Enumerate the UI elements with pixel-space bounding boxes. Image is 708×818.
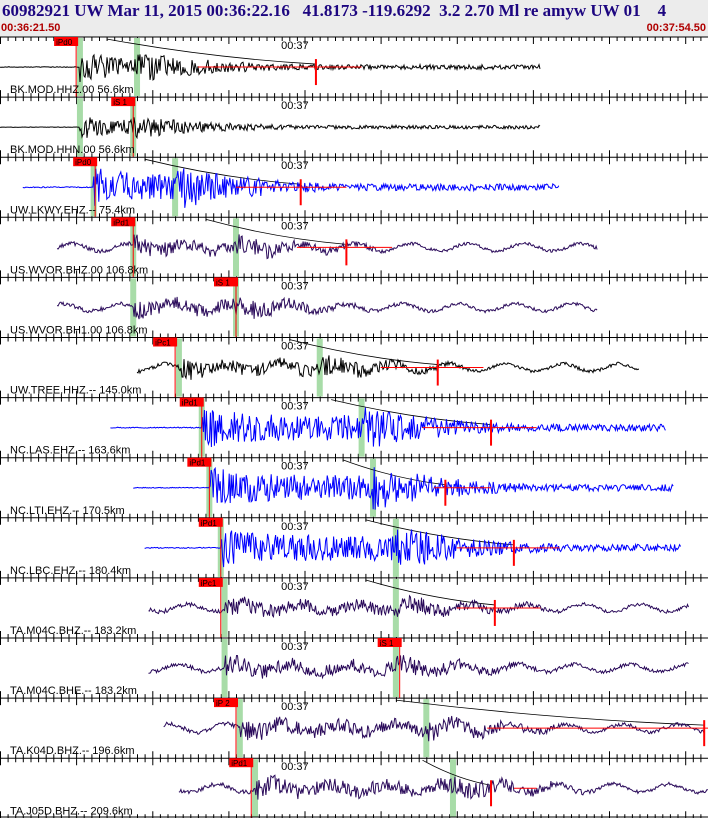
pick-label: iS 1 bbox=[216, 278, 230, 287]
pick-label: iP 2 bbox=[216, 699, 230, 708]
time-ticks bbox=[0, 397, 708, 458]
s-arrival-band bbox=[370, 458, 377, 517]
minute-marker-label: 00:37 bbox=[281, 100, 309, 112]
event-header: 60982921 UW Mar 11, 2015 00:36:22.16 41.… bbox=[0, 0, 708, 37]
p-arrival-band bbox=[90, 158, 97, 217]
pick-label: iPd0 bbox=[75, 158, 92, 167]
travel-time-curve bbox=[289, 339, 438, 365]
pick-flag bbox=[111, 97, 136, 107]
waveform-trace bbox=[56, 234, 598, 260]
minute-marker-label: 00:37 bbox=[281, 521, 309, 533]
station-label: TA.M04C.BHE.-- 183.2km bbox=[10, 685, 137, 697]
s-arrival-band bbox=[172, 158, 179, 217]
station-label: NC.LTI.EHZ.-- 170.5km bbox=[10, 505, 125, 517]
time-ticks bbox=[0, 457, 708, 518]
p-arrival-band bbox=[76, 98, 83, 157]
pick-flag bbox=[179, 397, 204, 407]
minute-marker-label: 00:37 bbox=[281, 220, 309, 232]
pick-label: iPd0 bbox=[56, 38, 73, 47]
station-label: TA.M04C.BHZ.-- 183.2km bbox=[10, 625, 136, 637]
window-start-time: 00:36:21.50 bbox=[1, 22, 61, 34]
waveform-trace bbox=[148, 654, 689, 680]
pick-flag bbox=[198, 517, 223, 527]
minute-marker-label: 00:37 bbox=[281, 641, 309, 653]
minute-marker-label: 00:37 bbox=[281, 40, 309, 52]
travel-time-curve bbox=[342, 459, 446, 486]
station-label: TA.K04D.BHZ.-- 196.6km bbox=[10, 745, 135, 757]
event-title: 60982921 UW Mar 11, 2015 00:36:22.16 41.… bbox=[2, 1, 667, 20]
station-label: US.WVOR.BH1.00 106.8km bbox=[10, 325, 148, 337]
waveform-trace bbox=[136, 355, 640, 380]
waveform-trace bbox=[0, 53, 541, 83]
station-label: TA.J05D.BHZ.-- 209.6km bbox=[10, 805, 133, 817]
pick-label: iPd1 bbox=[113, 218, 130, 227]
pick-label: iPd1 bbox=[182, 399, 199, 408]
station-label: BK.MOD.HHN.00 56.6km bbox=[10, 144, 135, 156]
pick-flag bbox=[153, 337, 178, 347]
pick-flag bbox=[73, 157, 98, 167]
travel-time-curve bbox=[205, 218, 347, 245]
travel-time-curve bbox=[331, 399, 492, 426]
waveform-trace bbox=[163, 715, 705, 742]
pick-flag bbox=[229, 758, 254, 768]
time-ticks bbox=[0, 337, 708, 398]
waveform-trace bbox=[144, 529, 682, 568]
travel-time-curve bbox=[144, 158, 301, 185]
waveform-trace bbox=[110, 407, 666, 448]
p-arrival-band bbox=[76, 38, 83, 97]
waveform-trace bbox=[0, 117, 541, 140]
minute-marker-label: 00:37 bbox=[281, 701, 309, 713]
waveform-trace bbox=[133, 466, 674, 510]
station-label: NC.LAS.EHZ.-- 163.6km bbox=[10, 445, 130, 457]
minute-marker-label: 00:37 bbox=[281, 160, 309, 172]
travel-time-curve bbox=[365, 519, 514, 546]
s-arrival-band bbox=[392, 578, 399, 637]
station-label: UW.TREE.HHZ.-- 145.0km bbox=[10, 385, 141, 397]
waveform-trace bbox=[56, 296, 598, 320]
minute-marker-label: 00:37 bbox=[281, 280, 309, 292]
s-arrival-band bbox=[316, 338, 323, 397]
minute-marker-label: 00:37 bbox=[281, 401, 309, 413]
travel-time-curve bbox=[422, 759, 492, 786]
pick-flag bbox=[214, 277, 238, 287]
pick-flag bbox=[54, 37, 79, 46]
station-label: BK.MOD.HHZ.00 56.6km bbox=[10, 84, 133, 96]
waveform-trace bbox=[22, 168, 560, 208]
pick-label: iPc1 bbox=[155, 339, 171, 348]
travel-time-curve bbox=[106, 38, 316, 65]
pick-flag bbox=[214, 698, 238, 708]
pick-flag bbox=[187, 457, 212, 467]
minute-marker-label: 00:37 bbox=[281, 581, 309, 593]
pick-label: iS 1 bbox=[380, 639, 394, 648]
pick-label: iPd1 bbox=[189, 459, 206, 468]
waveform-trace bbox=[178, 774, 708, 800]
pick-label: iS 1 bbox=[113, 98, 127, 107]
window-end-time: 00:37:54.50 bbox=[646, 22, 706, 34]
station-label: US.WVOR.BHZ.00 106.8km bbox=[10, 264, 148, 276]
travel-time-curve bbox=[365, 579, 495, 606]
waveform-trace bbox=[148, 594, 689, 619]
station-label: NC.LBC.EHZ.-- 180.4km bbox=[10, 565, 131, 577]
travel-time-curve bbox=[395, 699, 705, 726]
pick-flag bbox=[377, 638, 402, 647]
p-arrival-band bbox=[221, 639, 228, 698]
minute-marker-label: 00:37 bbox=[281, 761, 309, 773]
pick-label: iPd1 bbox=[231, 759, 248, 768]
time-ticks bbox=[0, 97, 708, 158]
minute-marker-label: 00:37 bbox=[281, 461, 309, 473]
station-label: UW.LKWY.EHZ.-- 75.4km bbox=[10, 204, 135, 216]
minute-marker-label: 00:37 bbox=[281, 341, 309, 353]
pick-label: iPd1 bbox=[201, 519, 218, 528]
pick-label: iPc1 bbox=[201, 579, 217, 588]
pick-flag bbox=[198, 577, 223, 587]
s-arrival-band bbox=[449, 759, 456, 818]
pick-flag bbox=[111, 217, 136, 227]
